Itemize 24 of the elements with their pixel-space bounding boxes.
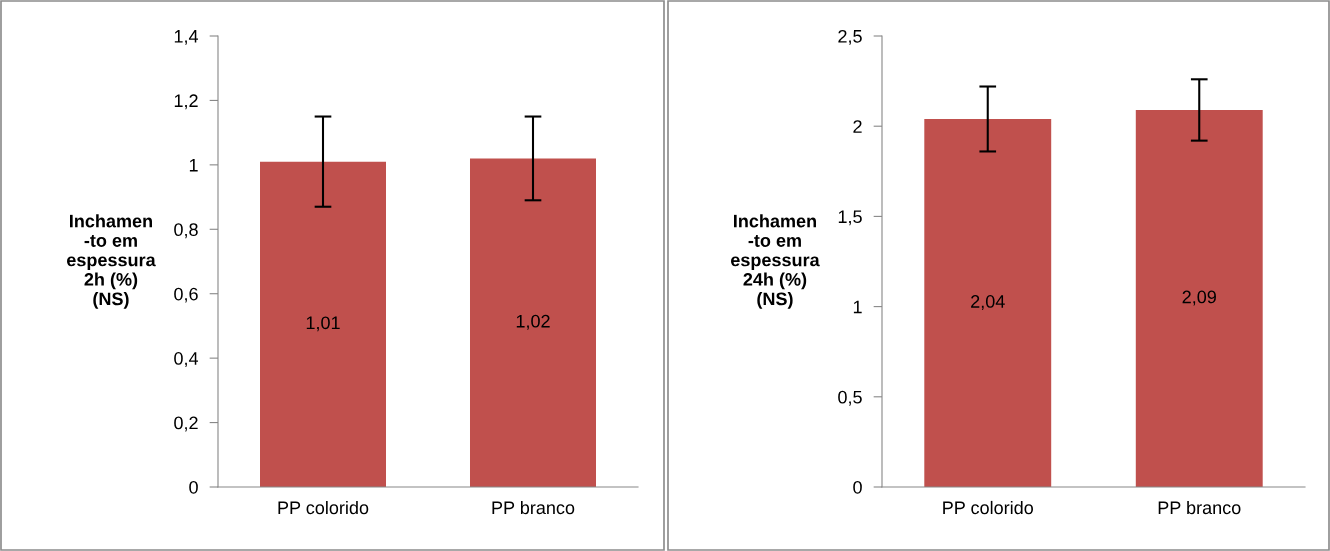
y-tick-label: 0,5: [838, 390, 862, 406]
y-tick-label: 0: [853, 480, 862, 494]
data-label: 2,04: [971, 295, 1005, 310]
x-tick-label: PP branco: [1158, 500, 1241, 515]
y-axis-title: Inchamen -to em espessura 24h (%) (NS): [731, 214, 820, 309]
y-tick-label: 2: [853, 120, 862, 133]
y-tick-label: 0,8: [174, 223, 198, 239]
x-tick-label: PP colorido: [278, 500, 369, 515]
y-tick-label: 0: [189, 480, 198, 494]
data-label: 1,02: [516, 314, 550, 330]
data-label: 2,09: [1182, 290, 1216, 306]
y-tick-label: 0,6: [174, 287, 198, 303]
y-tick-label: 2,5: [838, 29, 862, 45]
y-tick-label: 1,4: [174, 30, 199, 45]
y-tick-label: 1: [189, 158, 198, 172]
y-tick-label: 1,5: [838, 210, 862, 226]
x-tick-label: PP colorido: [943, 500, 1033, 515]
y-axis-title: Inchamen -to em espessura 2h (%) (NS): [67, 214, 156, 309]
y-tick-label: 0,4: [174, 352, 199, 367]
y-tick-label: 0,2: [174, 416, 198, 432]
y-tick-label: 1,2: [174, 94, 198, 110]
x-tick-label: PP branco: [492, 500, 575, 515]
data-label: 1,01: [306, 316, 340, 332]
y-tick-label: 1: [853, 300, 862, 314]
